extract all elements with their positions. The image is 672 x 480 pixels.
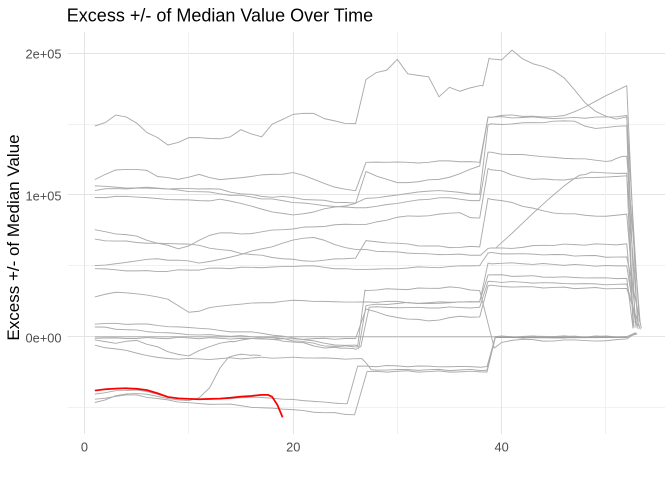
svg-text:40: 40 <box>494 439 508 454</box>
svg-text:1e+05: 1e+05 <box>26 189 62 204</box>
svg-text:Excess +/- of Median Value Ove: Excess +/- of Median Value Over Time <box>67 6 373 26</box>
svg-text:20: 20 <box>286 439 300 454</box>
svg-text:0: 0 <box>81 439 88 454</box>
svg-text:Excess +/- of Median Value: Excess +/- of Median Value <box>4 134 23 340</box>
svg-text:0e+00: 0e+00 <box>26 330 62 345</box>
svg-text:2e+05: 2e+05 <box>26 47 62 62</box>
